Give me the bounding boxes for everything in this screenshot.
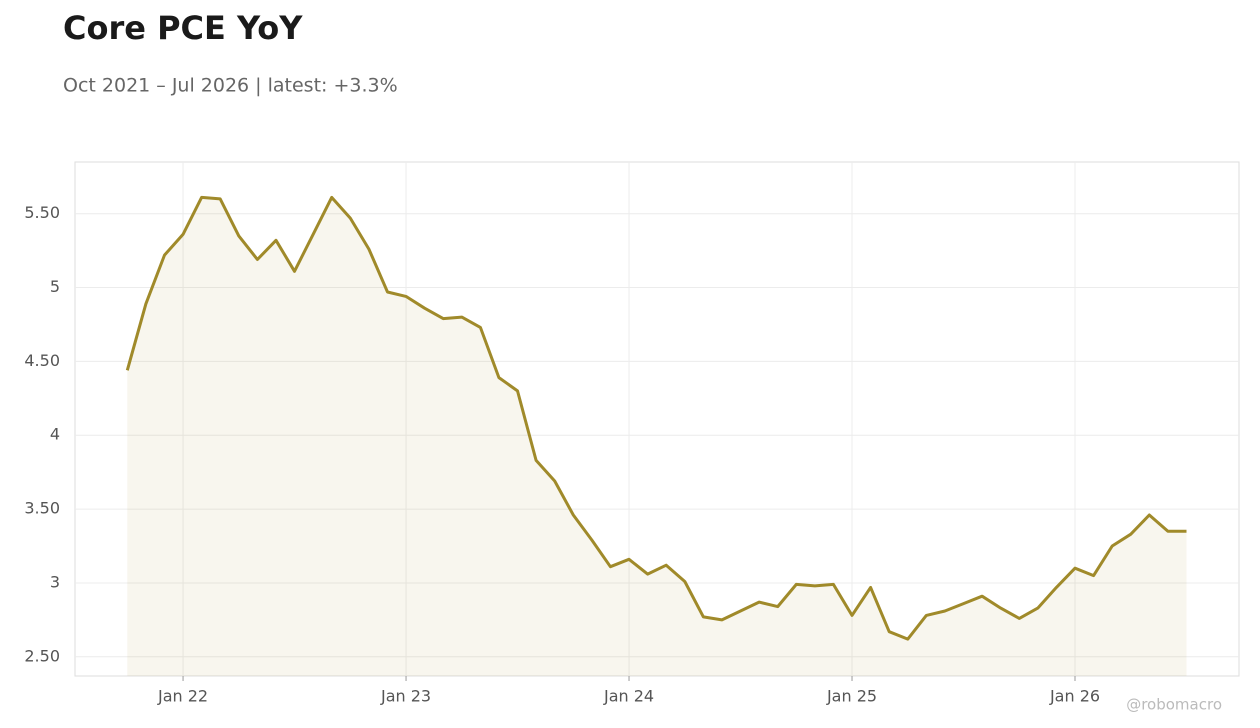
chart-subtitle: Oct 2021 – Jul 2026 | latest: +3.3%	[63, 75, 398, 97]
y-tick-label: 5	[50, 277, 60, 296]
x-tick-label: Jan 22	[157, 687, 208, 706]
y-tick-label: 3.50	[24, 499, 60, 518]
y-tick-label: 4	[50, 425, 60, 444]
y-tick-label: 3	[50, 572, 60, 591]
y-tick-label: 5.50	[24, 203, 60, 222]
x-tick-label: Jan 23	[380, 687, 431, 706]
x-tick-label: Jan 26	[1049, 687, 1100, 706]
y-tick-label: 2.50	[24, 646, 60, 665]
line	[125, 195, 1187, 641]
area	[127, 197, 1187, 676]
x-tick-label: Jan 25	[826, 687, 877, 706]
watermark: @robomacro	[1126, 696, 1222, 714]
chart-title: Core PCE YoY	[63, 9, 303, 47]
plot-frame	[74, 161, 1240, 677]
x-tick-label: Jan 24	[603, 687, 654, 706]
y-tick-label: 4.50	[24, 351, 60, 370]
